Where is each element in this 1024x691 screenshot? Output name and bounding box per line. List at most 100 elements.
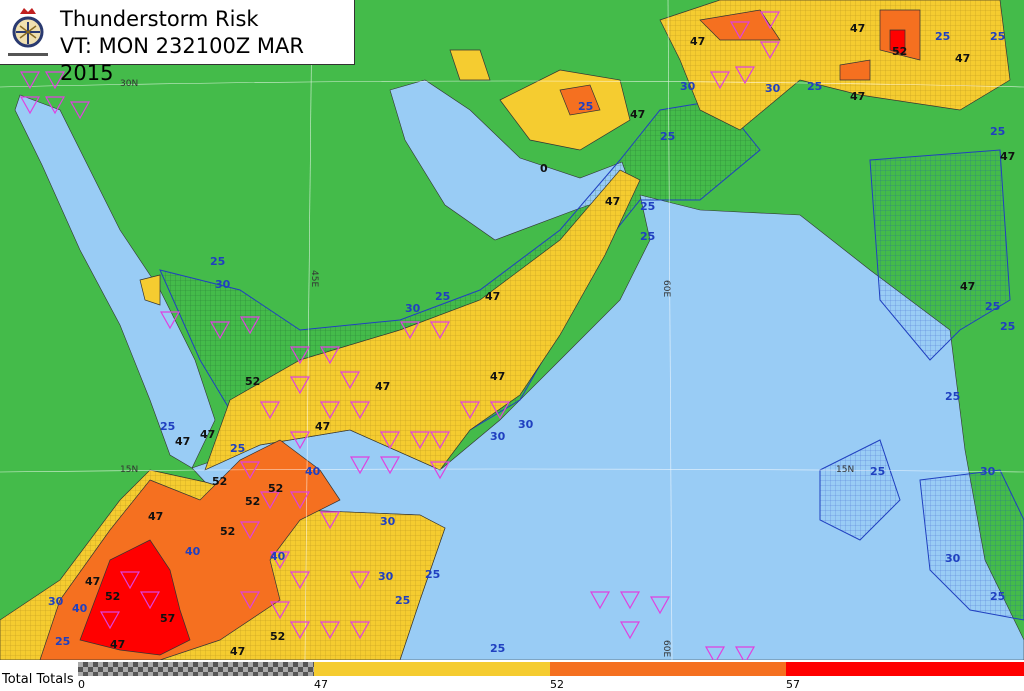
valid-time: VT: MON 232100Z MAR 2015 bbox=[60, 34, 304, 85]
contour-label: 25 bbox=[435, 290, 450, 303]
thunderstorm-marker bbox=[19, 71, 41, 90]
contour-label: 52 bbox=[245, 495, 260, 508]
contour-label: 47 bbox=[85, 575, 100, 588]
thunderstorm-marker bbox=[319, 346, 341, 365]
contour-label: 47 bbox=[960, 280, 975, 293]
thunderstorm-marker bbox=[759, 41, 781, 60]
contour-label: 47 bbox=[850, 22, 865, 35]
thunderstorm-marker bbox=[729, 21, 751, 40]
legend-segment-57 bbox=[786, 662, 1024, 676]
contour-label: 30 bbox=[518, 418, 534, 431]
thunderstorm-marker bbox=[289, 621, 311, 640]
risk-area-low-india bbox=[869, 149, 1011, 361]
ministry-of-defence-logo bbox=[8, 8, 48, 56]
legend-segment-52-57 bbox=[550, 662, 786, 676]
thunderstorm-marker bbox=[259, 491, 281, 510]
hatch-47 bbox=[0, 0, 1010, 660]
contour-label: 30 bbox=[490, 430, 506, 443]
contour-label: 52 bbox=[892, 45, 907, 58]
contour-label: 52 bbox=[105, 590, 120, 603]
thunderstorm-marker bbox=[349, 621, 371, 640]
grid-label-15n-east: 15N bbox=[836, 465, 854, 475]
contour-label: 47 bbox=[1000, 150, 1015, 163]
contour-label: 25 bbox=[990, 30, 1005, 43]
contour-label: 25 bbox=[210, 255, 225, 268]
thunderstorm-marker bbox=[269, 551, 291, 570]
thunderstorm-marker bbox=[289, 571, 311, 590]
contour-label: 30 bbox=[378, 570, 394, 583]
thunderstorm-marker bbox=[429, 431, 451, 450]
contour-label: 47 bbox=[148, 510, 163, 523]
thunderstorm-marker bbox=[349, 456, 371, 475]
thunderstorm-marker bbox=[589, 591, 611, 610]
thunderstorm-marker bbox=[44, 96, 66, 115]
legend-segment-0-47 bbox=[78, 662, 314, 676]
legend-tick: 47 bbox=[314, 678, 328, 691]
thunderstorm-marker bbox=[239, 316, 261, 335]
risk-area-57 bbox=[79, 29, 906, 656]
contour-label: 47 bbox=[485, 290, 500, 303]
contour-label: 30 bbox=[945, 552, 961, 565]
contour-label: 47 bbox=[230, 645, 245, 658]
contour-label: 30 bbox=[765, 82, 781, 95]
contour-label: 47 bbox=[850, 90, 865, 103]
contour-label: 30 bbox=[215, 278, 231, 291]
contour-label: 25 bbox=[807, 80, 822, 93]
thunderstorm-marker bbox=[409, 431, 431, 450]
contour-label: 25 bbox=[945, 390, 960, 403]
thunderstorm-marker bbox=[289, 346, 311, 365]
thunderstorm-marker bbox=[259, 401, 281, 420]
grid-label-15n: 15N bbox=[120, 465, 138, 475]
contour-label: 0 bbox=[540, 162, 548, 175]
legend-title: Total Totals bbox=[2, 672, 74, 687]
thunderstorm-marker bbox=[289, 376, 311, 395]
contour-label: 47 bbox=[375, 380, 390, 393]
thunderstorm-marker bbox=[734, 646, 756, 660]
contour-label: 52 bbox=[268, 482, 283, 495]
contour-label: 30 bbox=[48, 595, 64, 608]
thunderstorm-marker bbox=[489, 401, 511, 420]
thunderstorm-marker bbox=[19, 96, 41, 115]
storm-markers bbox=[19, 11, 781, 660]
graticule bbox=[0, 0, 1024, 660]
grid-label-30n: 30N bbox=[120, 79, 138, 89]
thunderstorm-marker bbox=[709, 71, 731, 90]
thunderstorm-marker bbox=[339, 371, 361, 390]
thunderstorm-marker bbox=[399, 321, 421, 340]
contour-label: 47 bbox=[605, 195, 620, 208]
contour-label: 25 bbox=[935, 30, 950, 43]
risk-area-52 bbox=[39, 9, 921, 660]
legend-tick: 52 bbox=[550, 678, 564, 691]
thunderstorm-marker bbox=[649, 596, 671, 615]
contour-label: 25 bbox=[640, 230, 655, 243]
thunderstorm-risk-map: 30N 15N 15N 45E 60E 60E 2530475225254747… bbox=[0, 0, 1024, 660]
thunderstorm-marker bbox=[349, 571, 371, 590]
contour-label: 25 bbox=[985, 300, 1000, 313]
thunderstorm-marker bbox=[239, 461, 261, 480]
contour-label: 47 bbox=[955, 52, 970, 65]
thunderstorm-marker bbox=[319, 621, 341, 640]
thunderstorm-marker bbox=[459, 401, 481, 420]
contour-label: 25 bbox=[578, 100, 593, 113]
contour-label: 25 bbox=[1000, 320, 1015, 333]
thunderstorm-marker bbox=[734, 66, 756, 85]
contour-label: 47 bbox=[200, 428, 215, 441]
thunderstorm-marker bbox=[239, 521, 261, 540]
thunderstorm-marker bbox=[119, 571, 141, 590]
contour-label: 57 bbox=[160, 612, 175, 625]
grid-label-45e: 45E bbox=[309, 270, 319, 287]
map-title: Thunderstorm Risk bbox=[60, 7, 259, 31]
thunderstorm-marker bbox=[289, 491, 311, 510]
thunderstorm-marker bbox=[69, 101, 91, 120]
contour-label: 40 bbox=[270, 550, 286, 563]
thunderstorm-marker bbox=[319, 401, 341, 420]
contour-label: 52 bbox=[220, 525, 235, 538]
contour-label: 40 bbox=[305, 465, 321, 478]
contour-label: 47 bbox=[110, 638, 125, 651]
contour-label: 30 bbox=[405, 302, 421, 315]
contour-label: 30 bbox=[380, 515, 396, 528]
thunderstorm-marker bbox=[759, 11, 781, 30]
legend-tick: 0 bbox=[78, 678, 85, 691]
thunderstorm-marker bbox=[379, 456, 401, 475]
contour-label: 25 bbox=[425, 568, 440, 581]
